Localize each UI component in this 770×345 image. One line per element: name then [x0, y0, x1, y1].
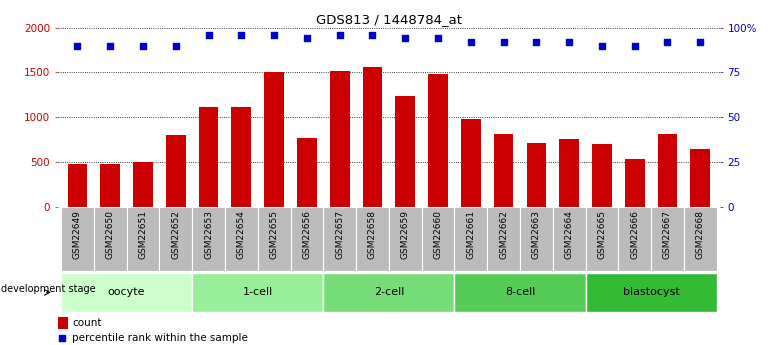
- Point: [628, 43, 641, 48]
- Bar: [133, 162, 152, 207]
- Point: [268, 32, 280, 38]
- Bar: [422, 207, 454, 271]
- Text: development stage: development stage: [1, 284, 95, 294]
- Point: [563, 39, 575, 45]
- Bar: [527, 143, 546, 207]
- Text: count: count: [72, 318, 102, 328]
- Text: GSM22651: GSM22651: [139, 210, 148, 259]
- Bar: [323, 273, 454, 312]
- Bar: [58, 317, 68, 329]
- Bar: [363, 67, 382, 207]
- Text: GSM22666: GSM22666: [630, 210, 639, 259]
- Bar: [232, 107, 251, 207]
- Bar: [159, 207, 192, 271]
- Bar: [166, 135, 186, 207]
- Point: [169, 43, 182, 48]
- Bar: [691, 149, 710, 207]
- Text: GSM22667: GSM22667: [663, 210, 672, 259]
- Point: [72, 43, 84, 48]
- Text: 1-cell: 1-cell: [243, 287, 273, 297]
- Point: [694, 39, 706, 45]
- Text: GSM22660: GSM22660: [434, 210, 443, 259]
- Text: GSM22649: GSM22649: [73, 210, 82, 259]
- Bar: [323, 207, 356, 271]
- Bar: [61, 207, 94, 271]
- Bar: [297, 138, 316, 207]
- Bar: [684, 207, 717, 271]
- Bar: [68, 164, 87, 207]
- Bar: [454, 273, 585, 312]
- Point: [203, 32, 215, 38]
- Bar: [559, 139, 579, 207]
- Bar: [61, 273, 192, 312]
- Bar: [94, 207, 126, 271]
- Point: [497, 39, 510, 45]
- Bar: [264, 71, 284, 207]
- Bar: [199, 107, 219, 207]
- Bar: [592, 144, 612, 207]
- Text: GSM22653: GSM22653: [204, 210, 213, 259]
- Bar: [461, 119, 480, 207]
- Bar: [356, 207, 389, 271]
- Point: [367, 32, 379, 38]
- Bar: [225, 207, 258, 271]
- Point: [333, 32, 346, 38]
- Bar: [290, 207, 323, 271]
- Text: GSM22662: GSM22662: [499, 210, 508, 259]
- Text: GSM22661: GSM22661: [467, 210, 475, 259]
- Bar: [100, 164, 120, 207]
- Point: [137, 43, 149, 48]
- Bar: [389, 207, 422, 271]
- Bar: [553, 207, 585, 271]
- Text: GSM22650: GSM22650: [105, 210, 115, 259]
- Text: GSM22655: GSM22655: [270, 210, 279, 259]
- Text: 2-cell: 2-cell: [373, 287, 404, 297]
- Bar: [625, 159, 644, 207]
- Bar: [651, 207, 684, 271]
- Point: [235, 32, 247, 38]
- Point: [661, 39, 674, 45]
- Text: blastocyst: blastocyst: [623, 287, 679, 297]
- Bar: [658, 134, 678, 207]
- Bar: [330, 71, 350, 207]
- Point: [531, 39, 543, 45]
- Bar: [258, 207, 290, 271]
- Text: GSM22657: GSM22657: [335, 210, 344, 259]
- Text: 8-cell: 8-cell: [505, 287, 535, 297]
- Bar: [396, 96, 415, 207]
- Bar: [585, 273, 717, 312]
- Text: GSM22663: GSM22663: [532, 210, 541, 259]
- Text: GSM22668: GSM22668: [696, 210, 705, 259]
- Point: [596, 43, 608, 48]
- Point: [422, 265, 434, 270]
- Title: GDS813 / 1448784_at: GDS813 / 1448784_at: [316, 13, 462, 27]
- Bar: [585, 207, 618, 271]
- Text: GSM22665: GSM22665: [598, 210, 607, 259]
- Text: percentile rank within the sample: percentile rank within the sample: [72, 333, 248, 343]
- Text: GSM22664: GSM22664: [564, 210, 574, 259]
- Text: GSM22656: GSM22656: [303, 210, 311, 259]
- Bar: [520, 207, 553, 271]
- Bar: [192, 273, 323, 312]
- Bar: [454, 207, 487, 271]
- Bar: [487, 207, 520, 271]
- Text: GSM22652: GSM22652: [171, 210, 180, 259]
- Text: oocyte: oocyte: [108, 287, 146, 297]
- Bar: [494, 134, 514, 207]
- Point: [399, 36, 411, 41]
- Bar: [618, 207, 651, 271]
- Point: [464, 39, 477, 45]
- Bar: [192, 207, 225, 271]
- Text: GSM22654: GSM22654: [237, 210, 246, 259]
- Point: [301, 36, 313, 41]
- Bar: [126, 207, 159, 271]
- Text: GSM22659: GSM22659: [400, 210, 410, 259]
- Point: [432, 36, 444, 41]
- Bar: [428, 74, 448, 207]
- Text: GSM22658: GSM22658: [368, 210, 377, 259]
- Point: [104, 43, 116, 48]
